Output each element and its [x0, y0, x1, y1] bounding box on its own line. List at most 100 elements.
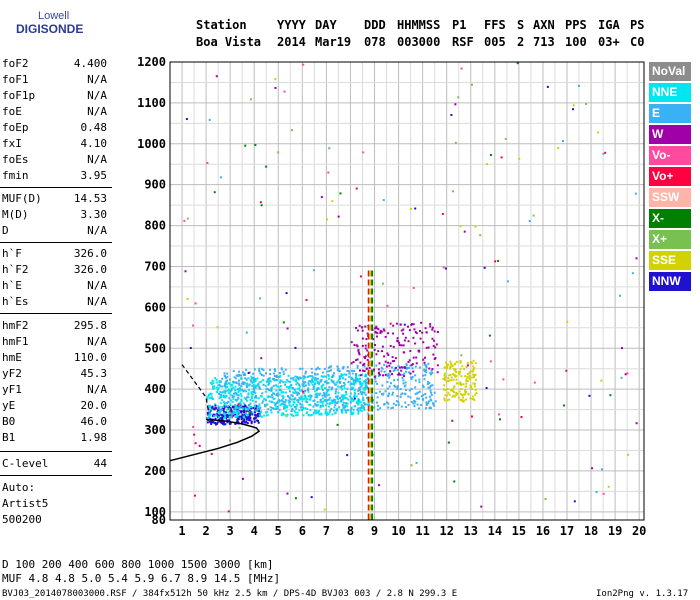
- trace-point: [379, 332, 382, 335]
- trace-point: [268, 377, 271, 380]
- trace-point: [431, 371, 434, 374]
- trace-point: [273, 378, 276, 381]
- x-axis-ticks: 1 2 3 4 5 6 7 8 9 10 11 12 13 14 15 16 17 18 19 20: [178, 524, 646, 538]
- param-value: 45.3: [80, 367, 108, 380]
- header-label-ddd: DDD: [364, 18, 386, 32]
- trace-point: [345, 397, 348, 400]
- auto-artist: Artist5: [2, 497, 49, 510]
- trace-point: [219, 412, 222, 415]
- trace-point: [238, 410, 241, 413]
- trace-point: [354, 381, 357, 384]
- trace-point: [258, 407, 261, 410]
- trace-point: [472, 382, 475, 385]
- trace-point: [404, 366, 407, 369]
- trace-point: [328, 396, 331, 399]
- trace-point: [350, 413, 353, 416]
- trace-point: [270, 411, 273, 414]
- trace-point: [340, 400, 343, 403]
- trace-point: [292, 403, 295, 406]
- trace-point: [472, 373, 475, 376]
- legend-item-vo-minus: Vo-: [649, 146, 691, 165]
- trace-point: [377, 368, 380, 371]
- param-row: h`Es N/A: [0, 295, 110, 310]
- trace-point: [469, 361, 472, 364]
- trace-point: [444, 394, 447, 397]
- trace-point: [417, 397, 420, 400]
- trace-point: [367, 334, 370, 337]
- trace-point: [248, 416, 251, 419]
- trace-point: [243, 396, 246, 399]
- trace-point: [312, 412, 315, 415]
- trace-point: [447, 363, 450, 366]
- trace-point: [250, 405, 253, 408]
- trace-point: [219, 417, 222, 420]
- trace-point: [466, 376, 469, 379]
- trace-point: [359, 406, 362, 409]
- trace-point: [220, 422, 223, 425]
- trace-point: [236, 419, 239, 422]
- trace-point: [316, 394, 319, 397]
- trace-point: [276, 385, 279, 388]
- trace-point: [252, 387, 255, 390]
- trace-point: [388, 385, 391, 388]
- trace-point: [280, 367, 283, 370]
- trace-point: [292, 387, 295, 390]
- trace-point: [278, 408, 281, 411]
- trace-point: [231, 383, 234, 386]
- trace-point: [268, 382, 271, 385]
- trace-point: [412, 370, 415, 373]
- trace-point: [338, 381, 341, 384]
- trace-point: [319, 380, 322, 383]
- trace-point: [248, 407, 251, 410]
- trace-point: [257, 407, 260, 410]
- trace-point: [384, 360, 387, 363]
- trace-point: [228, 389, 231, 392]
- trace-point: [352, 361, 355, 364]
- trace-point: [359, 381, 362, 384]
- trace-point: [310, 413, 313, 416]
- trace-point: [458, 382, 461, 385]
- trace-point: [349, 409, 352, 412]
- trace-point: [377, 404, 380, 407]
- trace-point: [254, 411, 257, 414]
- trace-point: [252, 379, 255, 382]
- param-value: 44: [93, 457, 107, 470]
- trace-point: [251, 413, 254, 416]
- trace-point: [299, 398, 302, 401]
- trace-point: [353, 389, 356, 392]
- trace-point: [251, 384, 254, 387]
- trace-point: [332, 398, 335, 401]
- param-key: fmin: [2, 169, 29, 182]
- trace-point: [359, 380, 362, 383]
- trace-point: [429, 325, 432, 328]
- trace-point: [355, 375, 358, 378]
- trace-point: [257, 383, 260, 386]
- noise-point: [502, 378, 505, 381]
- trace-point: [292, 398, 295, 401]
- trace-point: [232, 380, 235, 383]
- trace-point: [404, 367, 407, 370]
- trace-point: [234, 389, 237, 392]
- trace-point: [272, 372, 275, 375]
- trace-point: [349, 400, 352, 403]
- trace-point: [216, 410, 219, 413]
- trace-point: [452, 368, 455, 371]
- trace-point: [223, 417, 226, 420]
- noise-point: [444, 267, 447, 270]
- trace-point: [221, 418, 224, 421]
- trace-point: [237, 379, 240, 382]
- trace-point: [267, 408, 270, 411]
- trace-point: [374, 380, 377, 383]
- noise-point: [183, 219, 186, 222]
- trace-point: [242, 415, 245, 418]
- noise-point: [442, 266, 445, 269]
- trace-point: [314, 376, 317, 379]
- trace-point: [316, 392, 319, 395]
- trace-point: [294, 411, 297, 414]
- trace-point: [377, 350, 380, 353]
- trace-point: [404, 381, 407, 384]
- trace-point: [266, 414, 269, 417]
- trace-point: [349, 392, 352, 395]
- noise-point: [219, 176, 222, 179]
- trace-point: [459, 398, 462, 401]
